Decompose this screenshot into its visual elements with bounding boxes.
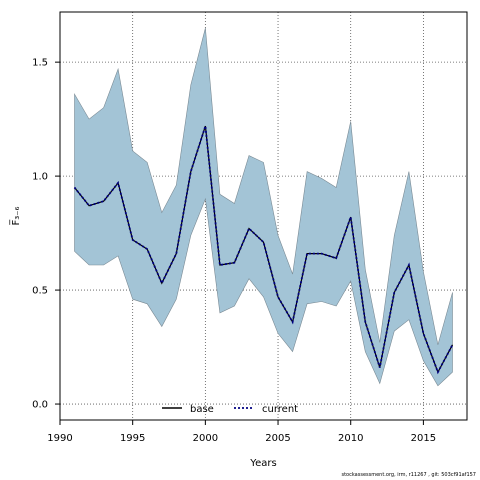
x-tick-label: 2010: [338, 433, 363, 444]
confidence-band: [74, 27, 453, 387]
x-tick-label: 2005: [265, 433, 290, 444]
y-tick-label: 0.5: [32, 286, 48, 297]
y-axis: 0.0 0.5 1.0 1.5: [32, 58, 60, 411]
x-tick-label: 1995: [120, 433, 145, 444]
legend: base current: [162, 404, 298, 415]
legend-label-current: current: [262, 404, 298, 415]
plot-frame: [59, 11, 468, 421]
series-lines: [73, 125, 454, 375]
y-axis-title: F̅₃₋₆: [9, 206, 22, 225]
x-tick-label: 1990: [47, 433, 72, 444]
y-tick-label: 0.0: [32, 400, 48, 411]
legend-label-base: base: [190, 404, 214, 415]
x-axis-title: Years: [249, 458, 276, 469]
x-tick-label: 2015: [411, 433, 436, 444]
x-axis: 1990 1995 2000 2005 2010 2015: [47, 420, 436, 444]
y-tick-label: 1.0: [32, 172, 48, 183]
x-tick-label: 2000: [193, 433, 218, 444]
series-line-current: [73, 125, 454, 375]
footer-note: stockassessment.org, irm, r11267 , git: …: [341, 472, 476, 478]
y-tick-label: 1.5: [32, 58, 48, 69]
